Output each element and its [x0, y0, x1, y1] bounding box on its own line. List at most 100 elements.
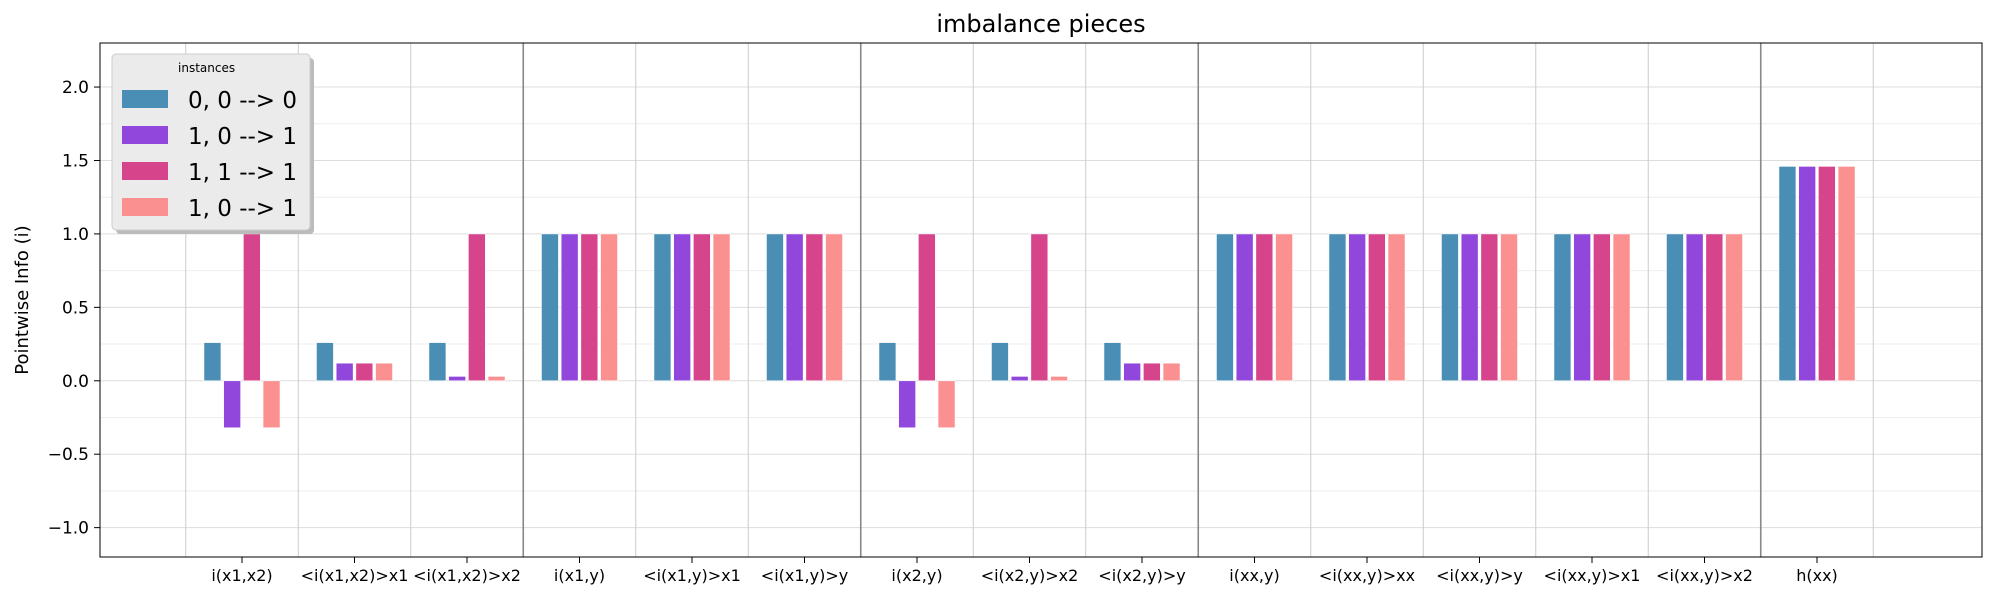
- bar: [785, 233, 804, 382]
- legend-entry: 1, 1 --> 1: [188, 160, 297, 186]
- bar: [1368, 233, 1386, 382]
- bar: [1685, 233, 1704, 382]
- legend-swatch: [122, 126, 168, 144]
- bar: [878, 342, 897, 382]
- bar: [1725, 233, 1743, 382]
- bar: [203, 342, 222, 382]
- y-tick-label: −1.0: [48, 519, 89, 539]
- bar: [1162, 362, 1181, 382]
- bar: [262, 380, 281, 429]
- legend-entry: 1, 0 --> 1: [188, 124, 297, 150]
- bar: [918, 233, 936, 382]
- bar: [825, 233, 843, 382]
- bar: [1387, 233, 1406, 382]
- x-tick-label: <i(xx,y)>y: [1436, 566, 1523, 585]
- bar: [487, 376, 506, 382]
- bar: [560, 233, 579, 382]
- legend-swatch: [122, 198, 168, 216]
- bar: [1143, 362, 1161, 382]
- y-tick-label: 1.5: [62, 151, 89, 171]
- group-separators: [522, 43, 1762, 557]
- bar: [375, 362, 393, 382]
- bar: [600, 233, 618, 382]
- bar: [1837, 166, 1856, 382]
- bar: [653, 233, 672, 382]
- bar: [1553, 233, 1572, 382]
- bar: [1500, 233, 1518, 382]
- legend-swatch: [122, 162, 168, 180]
- bar: [335, 362, 354, 382]
- bar: [448, 376, 466, 382]
- bar: [1275, 233, 1293, 382]
- x-tick-label: <i(x1,y)>y: [761, 566, 848, 585]
- bar: [243, 233, 261, 382]
- bar: [1010, 376, 1029, 382]
- bar: [1573, 233, 1591, 382]
- bar: [541, 233, 559, 382]
- bar: [673, 233, 691, 382]
- bar: [1593, 233, 1611, 382]
- bar: [693, 233, 711, 382]
- y-axis: 2.0 1.5 1.0 0.5 0.0 −0.5 −1.0: [48, 78, 100, 539]
- x-tick-label: <i(x2,y)>x2: [981, 566, 1079, 585]
- bar: [1441, 233, 1459, 382]
- bar: [1705, 233, 1724, 382]
- x-tick-label: i(xx,y): [1229, 566, 1279, 585]
- x-tick-label: <i(x1,x2)>x1: [301, 566, 409, 585]
- bar: [1818, 166, 1836, 382]
- bar: [898, 380, 916, 429]
- bar: [766, 233, 784, 382]
- y-tick-label: 1.0: [62, 225, 89, 245]
- legend: instances 0, 0 --> 0 1, 0 --> 1 1, 1 --> 1 1…: [111, 53, 314, 234]
- legend-entry: 1, 0 --> 1: [188, 196, 297, 222]
- bar: [1666, 233, 1684, 382]
- bar: [428, 342, 447, 382]
- bar: [805, 233, 824, 382]
- legend-title: instances: [178, 61, 235, 75]
- x-tick-label: <i(x1,x2)>x2: [413, 566, 521, 585]
- x-tick-label: h(xx): [1796, 566, 1838, 585]
- x-tick-label: i(x1,x2): [211, 566, 272, 585]
- y-tick-label: 0.5: [62, 298, 89, 318]
- plot-area: [99, 42, 1983, 558]
- y-tick-label: 0.0: [62, 372, 89, 392]
- bar: [1480, 233, 1499, 382]
- bar: [355, 362, 374, 382]
- bar: [1460, 233, 1479, 382]
- x-tick-label: <i(x1,y)>x1: [643, 566, 741, 585]
- y-tick-label: 2.0: [62, 78, 89, 98]
- y-axis-label: Pointwise Info (i): [12, 225, 33, 374]
- bar: [1328, 233, 1347, 382]
- x-tick-label: <i(xx,y)>xx: [1319, 566, 1415, 585]
- bar: [468, 233, 486, 382]
- bar: [991, 342, 1009, 382]
- x-tick-label: i(x1,y): [554, 566, 605, 585]
- bar: [1255, 233, 1274, 382]
- bar: [1050, 376, 1068, 382]
- bar: [937, 380, 956, 429]
- bar: [1123, 362, 1141, 382]
- bar: [1798, 166, 1816, 382]
- bar: [712, 233, 731, 382]
- bar: [1612, 233, 1631, 382]
- bar: [580, 233, 599, 382]
- chart-title: imbalance pieces: [936, 10, 1145, 38]
- y-tick-label: −0.5: [48, 445, 89, 465]
- bars: [203, 166, 1856, 429]
- x-tick-label: <i(xx,y)>x2: [1656, 566, 1753, 585]
- bar: [316, 342, 334, 382]
- bar: [1778, 166, 1797, 382]
- x-tick-label: <i(xx,y)>x1: [1544, 566, 1641, 585]
- legend-swatch: [122, 90, 168, 108]
- bar: [1216, 233, 1234, 382]
- x-tick-label: <i(x2,y)>y: [1098, 566, 1185, 585]
- bar: [223, 380, 241, 429]
- bar: [1103, 342, 1122, 382]
- x-axis: i(x1,x2) <i(x1,x2)>x1 <i(x1,x2)>x2 i(x1,y) <…: [211, 557, 1838, 585]
- bar: [1348, 233, 1366, 382]
- bar: [1030, 233, 1049, 382]
- x-tick-label: i(x2,y): [891, 566, 942, 585]
- legend-entry: 0, 0 --> 0: [188, 88, 297, 114]
- bar: [1235, 233, 1254, 382]
